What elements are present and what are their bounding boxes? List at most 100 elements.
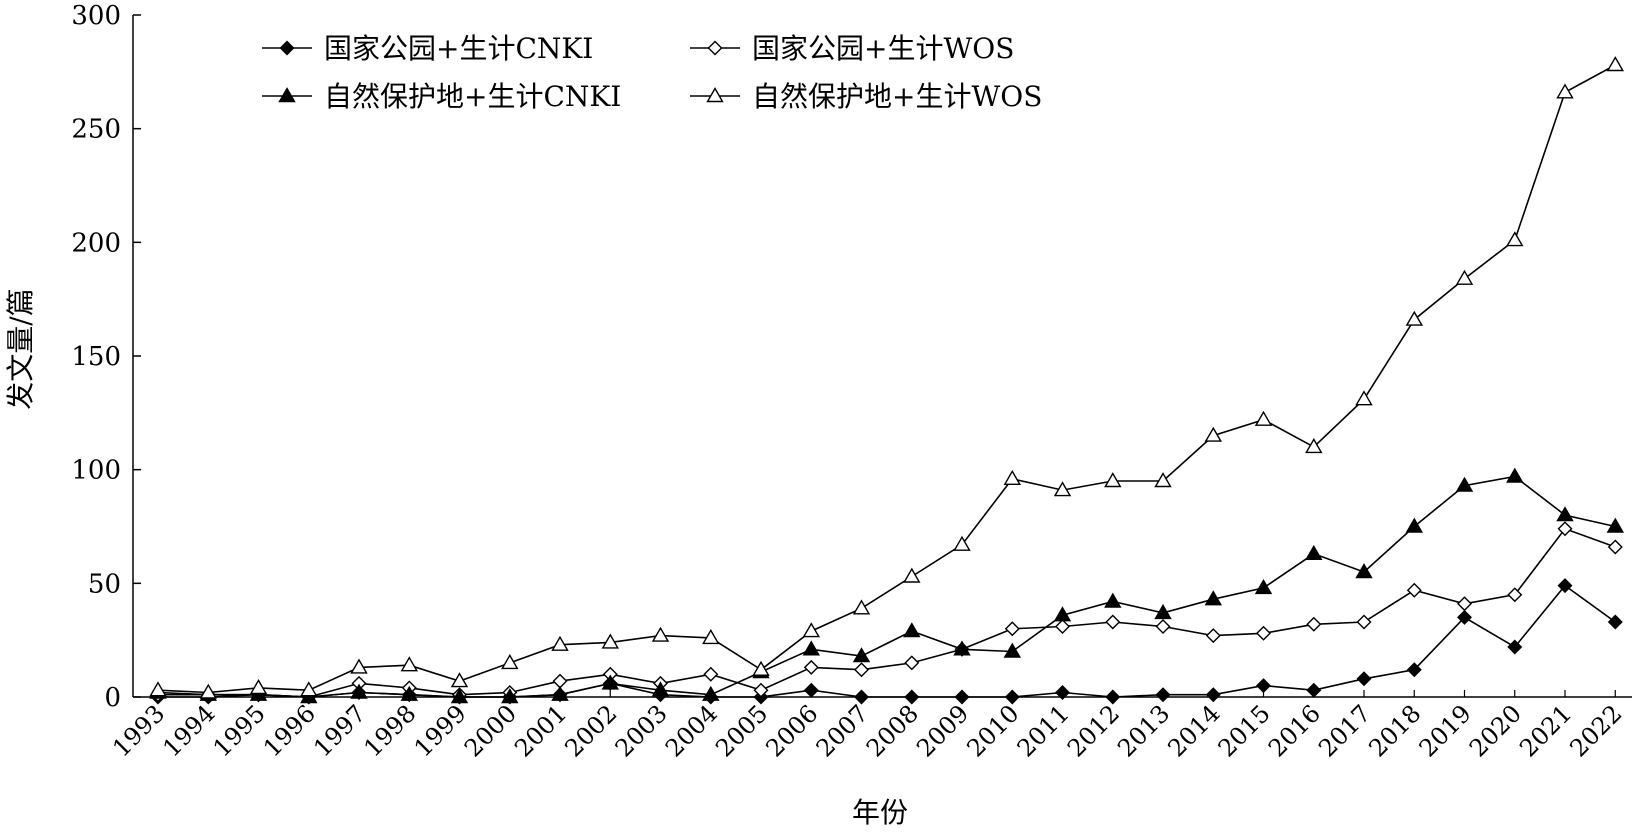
data-point (1557, 578, 1573, 594)
x-tick-label: 1997 (308, 699, 371, 762)
data-point (1305, 544, 1323, 560)
data-point (702, 685, 720, 701)
legend-label: 国家公园+生计WOS (752, 32, 1014, 65)
data-point (1355, 390, 1373, 406)
data-point (903, 622, 921, 638)
data-point (450, 672, 469, 688)
x-tick-label: 2006 (761, 699, 824, 762)
data-point (1556, 506, 1574, 522)
data-point (953, 640, 971, 656)
legend-label: 国家公园+生计CNKI (324, 32, 593, 65)
x-tick-label: 2004 (660, 699, 723, 762)
data-point (1406, 662, 1422, 678)
data-point (1355, 563, 1373, 579)
x-tick-label: 2000 (459, 699, 522, 762)
x-tick-label: 1994 (158, 699, 221, 762)
data-point (249, 678, 268, 695)
x-tick-label: 2003 (610, 699, 673, 762)
series-line (158, 527, 1616, 698)
series-line (158, 584, 1616, 698)
data-point (501, 653, 519, 670)
data-point (1356, 614, 1372, 630)
data-point (1155, 687, 1171, 703)
data-point (601, 633, 620, 649)
y-axis-title: 发文量/篇 (4, 288, 37, 409)
data-point (149, 681, 167, 697)
data-point (552, 673, 568, 689)
data-point (400, 685, 419, 701)
y-axis-ticks: 0 50 100 150 200 250 300 (71, 1, 141, 713)
data-point (601, 674, 620, 690)
x-tick-label: 2013 (1112, 699, 1175, 762)
data-point (1306, 616, 1322, 632)
x-tick-label: 2010 (962, 699, 1025, 762)
data-point (1507, 639, 1523, 655)
data-point (1457, 596, 1472, 612)
data-point (1607, 614, 1623, 630)
data-point (1607, 539, 1623, 555)
legend-marker (706, 87, 724, 103)
x-tick-label: 2018 (1364, 699, 1427, 762)
data-point (350, 658, 368, 674)
data-point (651, 626, 670, 642)
y-tick-label: 150 (71, 342, 121, 372)
data-point (1606, 517, 1625, 533)
x-tick-label: 2020 (1464, 699, 1527, 762)
data-point (1556, 83, 1574, 99)
data-point (904, 689, 920, 705)
series-3 (149, 467, 1625, 704)
data-point (1154, 472, 1172, 488)
x-tick-label: 2012 (1062, 699, 1125, 762)
data-point (1405, 310, 1424, 326)
data-point (1154, 603, 1172, 620)
x-tick-label: 1999 (409, 699, 472, 762)
data-point (802, 622, 821, 638)
data-point (802, 640, 821, 656)
data-point (854, 689, 869, 705)
data-point (1104, 592, 1122, 608)
data-point (1204, 590, 1223, 606)
data-point (1254, 578, 1273, 595)
data-point (1105, 614, 1121, 630)
x-tick-label: 1996 (258, 699, 321, 762)
data-point (551, 635, 569, 651)
x-tick-label: 2011 (1012, 699, 1075, 762)
x-tick-label: 1998 (359, 699, 422, 762)
legend-item: 自然保护地+生计WOS (690, 80, 1042, 113)
data-point (852, 647, 871, 663)
data-point (300, 681, 318, 697)
data-point (1205, 687, 1221, 703)
x-tick-label: 2001 (509, 699, 572, 762)
data-point (1455, 476, 1474, 492)
data-point (1455, 269, 1474, 285)
series-2 (150, 521, 1623, 705)
data-point (1004, 621, 1020, 637)
data-point (551, 685, 569, 701)
data-point (753, 682, 769, 698)
x-tick-label: 2008 (861, 699, 924, 762)
data-point (1506, 467, 1524, 483)
data-point (903, 567, 921, 583)
data-point (450, 688, 469, 704)
x-tick-label: 2021 (1514, 699, 1577, 762)
data-point (1204, 426, 1223, 442)
data-point (1406, 582, 1422, 598)
data-point (1105, 689, 1121, 705)
data-point (1053, 606, 1072, 622)
data-point (1305, 437, 1323, 454)
data-point (1405, 517, 1424, 533)
x-tick-label: 2014 (1163, 699, 1226, 762)
data-point (1003, 642, 1022, 658)
data-point (1003, 469, 1022, 485)
x-tick-label: 2009 (911, 699, 974, 762)
data-point (803, 659, 819, 675)
legend-item: 自然保护地+生计CNKI (262, 80, 621, 113)
x-tick-label: 2007 (811, 699, 874, 762)
data-point (803, 682, 819, 698)
data-point (651, 681, 670, 697)
data-point (199, 683, 218, 699)
data-point (702, 628, 720, 645)
data-point (854, 662, 869, 678)
data-point (350, 683, 368, 699)
series-line (157, 475, 1616, 698)
